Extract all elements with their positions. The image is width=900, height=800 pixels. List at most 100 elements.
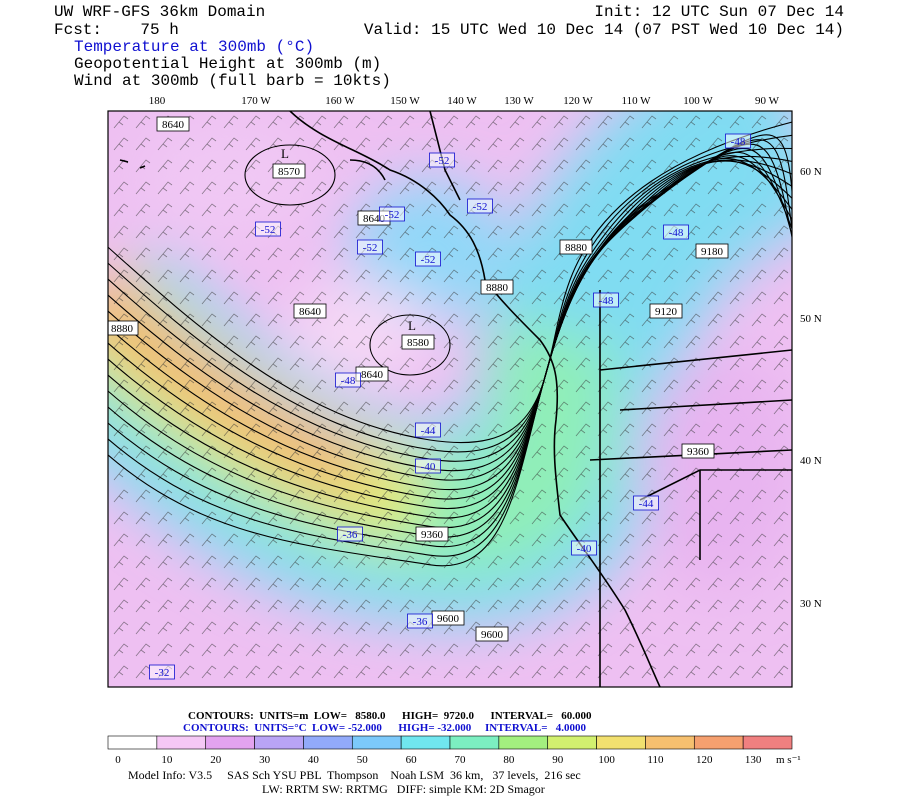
latitude-label: 50 N — [800, 313, 822, 325]
low-marker: L — [281, 146, 289, 161]
height-label: 9600 — [481, 629, 504, 641]
colorbar-tick-label: 50 — [357, 754, 369, 766]
height-contour — [108, 134, 792, 567]
field-wind: Wind at 300mb (full barb = 10kts) — [74, 72, 391, 90]
colorbar-swatch — [400, 735, 451, 750]
height-label: 8880 — [111, 323, 134, 335]
height-contour — [108, 160, 792, 491]
colorbar-tick-label: 90 — [552, 754, 564, 766]
temperature-label: -48 — [341, 375, 356, 387]
temperature-label-box — [415, 422, 441, 438]
height-label-box — [480, 279, 514, 295]
colorbar-unit: m s⁻¹ — [776, 754, 801, 766]
temperature-label: -44 — [639, 498, 654, 510]
colorbar-swatch — [742, 735, 793, 750]
colorbar-tick-label: 100 — [598, 754, 615, 766]
colorbar-tick-label: 30 — [259, 754, 271, 766]
low-marker: L — [408, 318, 416, 333]
height-label: 9180 — [701, 246, 724, 258]
height-label-box — [475, 626, 509, 642]
low-contour — [369, 314, 451, 376]
temperature-label: -52 — [421, 254, 436, 266]
temperature-label-box — [255, 221, 281, 237]
height-contour — [108, 155, 792, 472]
colorbar-tick-label: 130 — [745, 754, 762, 766]
longitude-label: 120 W — [563, 95, 593, 107]
temperature-label-box — [335, 372, 361, 388]
forecast-hour: Fcst: 75 h — [54, 21, 179, 39]
temperature-label-box — [357, 239, 383, 255]
temperature-label: -44 — [421, 425, 436, 437]
colorbar-swatch — [303, 735, 353, 750]
temperature-label-box — [571, 540, 597, 556]
longitude-label: 140 W — [447, 95, 477, 107]
height-contour — [108, 159, 792, 481]
model-info: LW: RRTM SW: RRTMG DIFF: simple KM: 2D S… — [262, 782, 545, 796]
colorbar-tick-label: 80 — [503, 754, 515, 766]
colorbar-tick-label: 0 — [115, 754, 121, 766]
temperature-label: -48 — [669, 227, 684, 239]
height-label-box — [156, 116, 190, 132]
height-label-box — [415, 526, 449, 542]
colorbar-swatch — [254, 735, 304, 750]
height-label-box — [401, 334, 435, 350]
longitude-label: 90 W — [755, 95, 780, 107]
height-label: 8880 — [486, 282, 509, 294]
temperature-label-box — [663, 224, 689, 240]
temperature-label-box — [415, 458, 441, 474]
model-title: UW WRF-GFS 36km Domain — [54, 3, 265, 21]
longitude-label: 180 — [149, 95, 166, 107]
temperature-label-box — [415, 251, 441, 267]
height-contour — [108, 121, 792, 443]
colorbar-swatch — [645, 735, 695, 750]
height-label: 8570 — [278, 166, 301, 178]
temperature-label: -40 — [421, 461, 436, 473]
low-contour — [244, 144, 336, 206]
colorbar-swatch — [205, 735, 255, 750]
temperature-label: -36 — [413, 616, 428, 628]
colorbar-tick-label: 60 — [406, 754, 418, 766]
temperature-label: -48 — [599, 295, 614, 307]
temperature-label: -32 — [155, 667, 170, 679]
valid-time: Valid: 15 UTC Wed 10 Dec 14 (07 PST Wed … — [364, 21, 844, 39]
temperature-label: -52 — [363, 242, 378, 254]
height-label: 8640 — [361, 369, 384, 381]
height-label-box — [649, 303, 683, 319]
temperature-label: -52 — [435, 155, 450, 167]
colorbar-swatch — [351, 735, 402, 750]
colorbar-swatch — [156, 735, 207, 750]
longitude-label: 160 W — [325, 95, 355, 107]
temperature-label: -52 — [261, 224, 276, 236]
colorbar-swatch — [547, 735, 597, 750]
longitude-label: 110 W — [621, 95, 651, 107]
temperature-label: -52 — [473, 201, 488, 213]
temperature-contours-info: CONTOURS: UNITS=°C LOW= -52.000 HIGH= -3… — [183, 722, 587, 734]
colorbar-tick-label: 20 — [210, 754, 222, 766]
temperature-label-box — [593, 292, 619, 308]
colorbar-swatch — [107, 735, 158, 750]
temperature-label-box — [725, 133, 751, 149]
field-temperature: Temperature at 300mb (°C) — [74, 38, 314, 56]
latitude-label: 60 N — [800, 166, 822, 178]
map: LL86408570864086408580864088808880888091… — [108, 111, 792, 687]
temperature-label-box — [467, 198, 493, 214]
temperature-label-box — [379, 206, 405, 222]
height-label: 8880 — [565, 242, 588, 254]
height-label-box — [272, 163, 306, 179]
longitude-label: 130 W — [504, 95, 534, 107]
temperature-label: -48 — [731, 136, 746, 148]
temperature-label-box — [633, 495, 659, 511]
temperature-label-box — [407, 613, 433, 629]
longitude-label: 150 W — [390, 95, 420, 107]
init-time: Init: 12 UTC Sun 07 Dec 14 — [594, 3, 844, 21]
latitude-label: 40 N — [800, 455, 822, 467]
latitude-label: 30 N — [800, 598, 822, 610]
height-contour — [108, 147, 792, 462]
colorbar-tick-label: 110 — [647, 754, 664, 766]
temperature-label: -40 — [577, 543, 592, 555]
height-label-box — [695, 243, 729, 259]
temperature-label: -36 — [343, 529, 358, 541]
colorbar-tick-label: 70 — [455, 754, 467, 766]
field-height: Geopotential Height at 300mb (m) — [74, 55, 381, 73]
